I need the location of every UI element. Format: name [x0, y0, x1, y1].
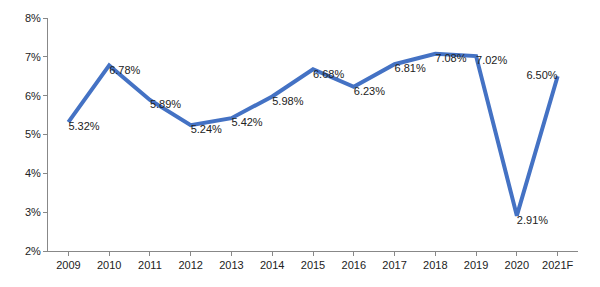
svg-text:2010: 2010 — [97, 259, 121, 271]
svg-text:4%: 4% — [25, 167, 41, 179]
svg-text:6.68%: 6.68% — [313, 68, 344, 80]
svg-text:3%: 3% — [25, 206, 41, 218]
svg-text:7%: 7% — [25, 51, 41, 63]
svg-text:5.42%: 5.42% — [231, 116, 262, 128]
svg-text:7.08%: 7.08% — [435, 52, 466, 64]
svg-text:6.23%: 6.23% — [354, 85, 385, 97]
svg-text:2015: 2015 — [301, 259, 325, 271]
svg-text:6.81%: 6.81% — [395, 62, 426, 74]
svg-text:6%: 6% — [25, 90, 41, 102]
svg-text:2018: 2018 — [423, 259, 447, 271]
svg-text:2021F: 2021F — [542, 259, 573, 271]
svg-text:6.50%: 6.50% — [526, 69, 557, 81]
svg-text:2013: 2013 — [219, 259, 243, 271]
svg-text:5.89%: 5.89% — [150, 98, 181, 110]
svg-text:2%: 2% — [25, 245, 41, 257]
svg-text:7.02%: 7.02% — [476, 54, 507, 66]
svg-text:2016: 2016 — [342, 259, 366, 271]
svg-text:5%: 5% — [25, 128, 41, 140]
svg-text:5.98%: 5.98% — [272, 95, 303, 107]
svg-text:2017: 2017 — [382, 259, 406, 271]
svg-text:6.78%: 6.78% — [109, 64, 140, 76]
svg-text:2020: 2020 — [505, 259, 529, 271]
svg-text:2011: 2011 — [138, 259, 162, 271]
svg-text:2019: 2019 — [464, 259, 488, 271]
svg-text:8%: 8% — [25, 12, 41, 24]
svg-text:5.24%: 5.24% — [191, 123, 222, 135]
svg-text:2014: 2014 — [260, 259, 284, 271]
svg-text:5.32%: 5.32% — [68, 120, 99, 132]
svg-text:2.91%: 2.91% — [517, 214, 548, 226]
svg-text:2009: 2009 — [56, 259, 80, 271]
svg-text:2012: 2012 — [178, 259, 202, 271]
